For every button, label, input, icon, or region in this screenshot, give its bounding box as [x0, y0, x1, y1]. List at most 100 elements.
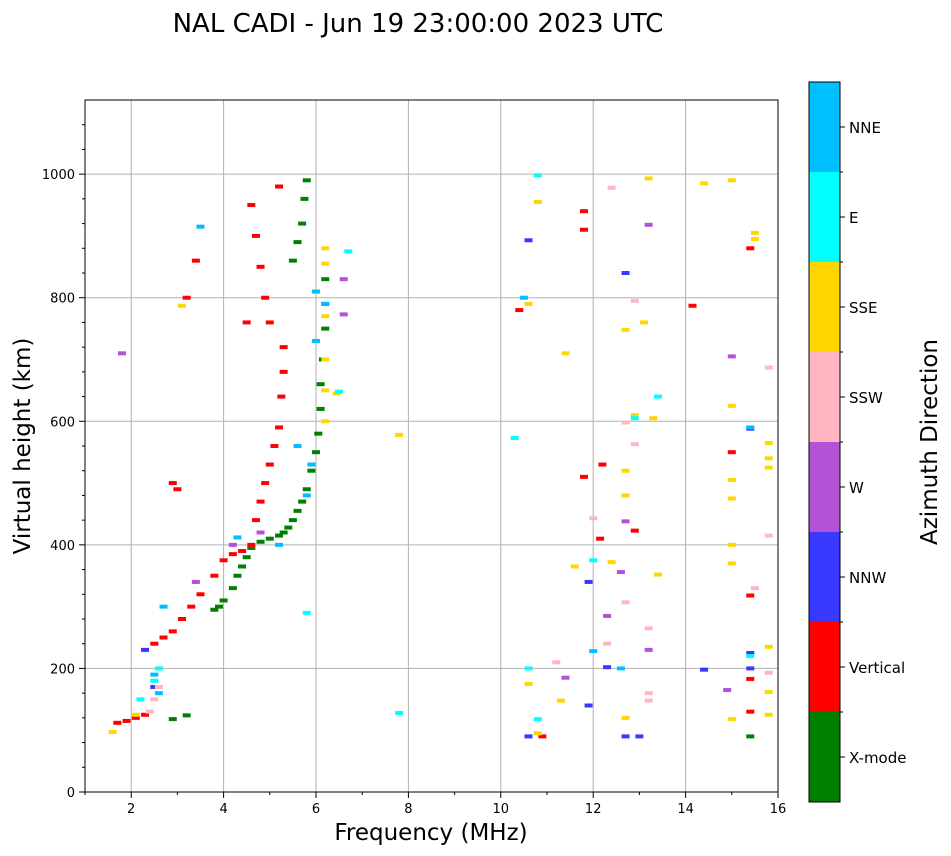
- point-e-2: [344, 249, 353, 254]
- point-x-mode-15: [293, 508, 302, 513]
- point-w-12: [561, 675, 570, 680]
- y-tick-label-1000: 1000: [42, 168, 75, 183]
- point-x-mode-18: [307, 468, 316, 473]
- point-vertical-19: [270, 444, 279, 448]
- point-ssw-3: [607, 185, 616, 190]
- point-vertical-5: [159, 635, 168, 640]
- point-nne-15: [746, 425, 755, 430]
- colorbar-frame: [808, 81, 841, 803]
- x-tick-label-14: 14: [677, 802, 694, 817]
- point-e-8: [630, 416, 639, 421]
- point-vertical-31: [182, 295, 191, 300]
- point-vertical-6: [168, 629, 177, 634]
- point-nnw-12: [746, 666, 755, 671]
- point-sse-12: [700, 181, 709, 186]
- point-x-mode-33: [746, 734, 755, 739]
- point-sse-17: [621, 327, 630, 332]
- point-sse-40: [533, 731, 542, 736]
- point-w-5: [339, 312, 348, 317]
- point-e-1: [150, 678, 159, 683]
- point-ssw-2: [145, 709, 154, 714]
- point-vertical-0: [113, 720, 122, 725]
- grid: [85, 100, 779, 793]
- point-w-2: [228, 542, 237, 547]
- point-sse-5: [321, 419, 330, 424]
- point-nnw-3: [621, 734, 630, 739]
- plot-frame: [84, 99, 779, 793]
- colorbar-label-sse: SSE: [849, 299, 878, 317]
- point-x-mode-10: [265, 536, 274, 541]
- point-sse-8: [524, 301, 533, 306]
- data-points: [108, 173, 773, 739]
- point-vertical-45: [746, 709, 755, 714]
- point-ssw-0: [150, 697, 159, 702]
- point-sse-24: [727, 496, 736, 501]
- point-x-mode-27: [288, 258, 297, 263]
- point-ssw-17: [589, 516, 598, 521]
- point-sse-33: [727, 717, 736, 722]
- point-vertical-47: [538, 734, 547, 739]
- point-sse-43: [607, 560, 616, 565]
- point-ssw-6: [630, 442, 639, 447]
- point-x-mode-19: [312, 450, 320, 455]
- y-tick-label-200: 200: [50, 662, 75, 677]
- point-sse-26: [727, 561, 736, 566]
- point-vertical-38: [579, 209, 588, 214]
- point-w-6: [644, 222, 653, 227]
- colorbar-segment-ssw: [809, 352, 840, 442]
- point-sse-0: [321, 246, 330, 251]
- point-ssw-4: [630, 298, 639, 303]
- point-vertical-41: [688, 303, 697, 308]
- point-vertical-32: [173, 487, 182, 492]
- colorbar-label-e: E: [849, 209, 858, 227]
- point-sse-16: [640, 320, 649, 325]
- point-vertical-3: [141, 712, 150, 717]
- point-vertical-9: [196, 592, 205, 597]
- point-e-4: [533, 173, 542, 178]
- x-tick-label-10: 10: [493, 802, 510, 817]
- x-tick-label-2: 2: [127, 802, 135, 817]
- point-nnw-8: [584, 579, 593, 584]
- point-e-0: [154, 666, 163, 671]
- point-x-mode-0: [182, 713, 191, 718]
- point-nne-14: [616, 666, 625, 671]
- colorbar-label-nnw: NNW: [849, 569, 886, 587]
- point-nne-13: [589, 649, 598, 654]
- colorbar-label-x-mode: X-mode: [849, 749, 906, 767]
- y-tick-label-400: 400: [50, 539, 75, 554]
- point-w-8: [644, 647, 653, 652]
- point-nne-0: [154, 691, 163, 696]
- point-sse-15: [750, 237, 759, 242]
- point-vertical-2: [131, 715, 140, 720]
- point-vertical-40: [515, 308, 524, 313]
- point-vertical-46: [727, 450, 736, 455]
- point-e-3: [335, 389, 344, 394]
- point-sse-4: [321, 388, 330, 393]
- point-x-mode-14: [288, 518, 297, 523]
- point-vertical-15: [251, 518, 260, 523]
- point-sse-3: [321, 357, 330, 362]
- point-sse-39: [561, 351, 570, 356]
- point-vertical-39: [579, 227, 588, 232]
- point-sse-22: [727, 403, 736, 408]
- point-e-13: [302, 610, 311, 615]
- point-x-mode-13: [284, 525, 293, 530]
- point-nnw-2: [621, 271, 630, 275]
- colorbar-segment-e: [809, 172, 840, 262]
- point-sse-23: [727, 477, 736, 482]
- point-vertical-26: [256, 264, 265, 269]
- colorbar-segment-nnw: [809, 532, 840, 622]
- point-vertical-37: [579, 474, 588, 479]
- point-x-mode-22: [316, 382, 325, 387]
- point-vertical-36: [596, 536, 605, 541]
- colorbar-label-ssw: SSW: [849, 389, 883, 407]
- point-vertical-4: [150, 641, 159, 646]
- colorbar-segment-nne: [809, 82, 840, 172]
- point-ssw-9: [644, 626, 653, 631]
- colorbar-label: Azimuth Direction: [917, 339, 943, 545]
- point-sse-32: [764, 712, 773, 717]
- point-ssw-7: [603, 641, 612, 646]
- point-ssw-13: [764, 365, 773, 370]
- y-tick-label-600: 600: [50, 415, 75, 430]
- point-vertical-1: [122, 718, 131, 723]
